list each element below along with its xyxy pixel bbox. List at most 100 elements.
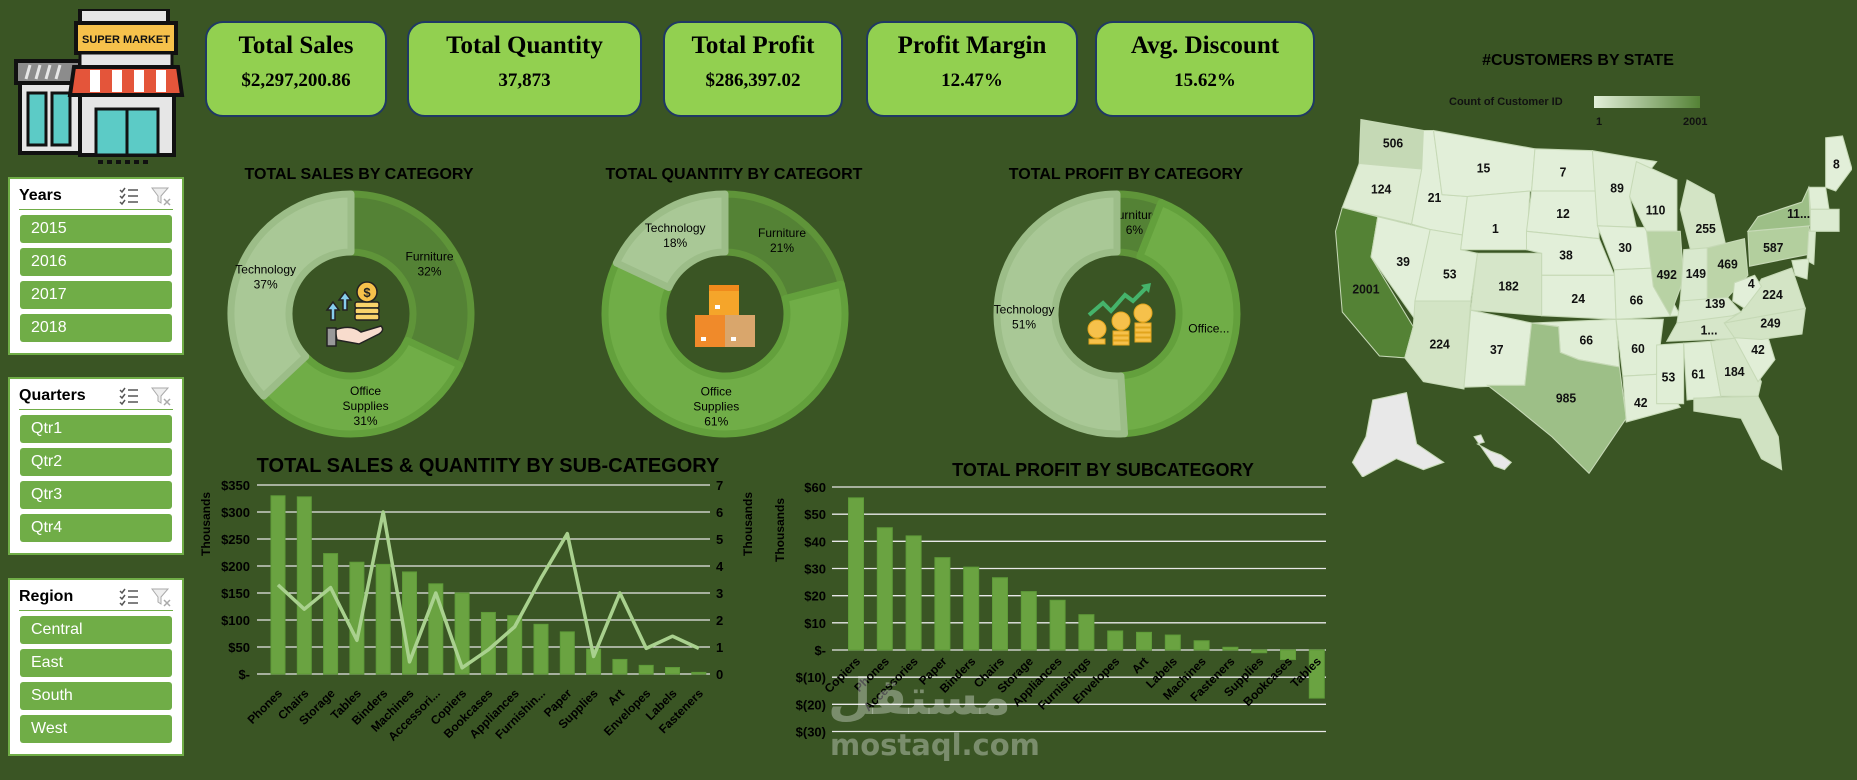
slicer-item-central[interactable]: Central <box>20 616 172 644</box>
bar-paper <box>934 557 951 651</box>
bar-copiers <box>848 497 864 651</box>
x-tick-label: Supplies <box>1221 654 1266 699</box>
donut-profit-by-category: Furniture 6% Office... Technology 51% <box>993 190 1241 438</box>
x-tick-label: Chairs <box>275 686 312 723</box>
slicer-item-qtr2[interactable]: Qtr2 <box>20 448 172 476</box>
state-region[interactable] <box>1351 392 1445 477</box>
bar-binders <box>375 563 391 675</box>
bar-envelopes <box>638 664 654 675</box>
x-tick-label: Fasteners <box>1188 654 1238 704</box>
kpi-value: $2,297,200.86 <box>241 70 351 91</box>
map-legend-max: 2001 <box>1683 116 1708 128</box>
slicer-item-2015[interactable]: 2015 <box>20 215 172 243</box>
donut-slice-furniture <box>721 190 845 303</box>
slicer-item-2017[interactable]: 2017 <box>20 281 172 309</box>
state-region[interactable] <box>1656 342 1685 405</box>
x-tick-label: Phones <box>245 686 286 727</box>
multi-select-icon[interactable] <box>118 186 140 206</box>
y-tick-label: $- <box>238 667 250 682</box>
state-count-label: 53 <box>1662 370 1676 385</box>
state-region[interactable] <box>1693 395 1783 471</box>
y-tick-label: $20 <box>804 589 826 604</box>
state-region[interactable] <box>1808 186 1830 210</box>
multi-select-icon[interactable] <box>118 386 140 406</box>
state-region[interactable] <box>1806 230 1817 266</box>
slicer-region: Region Central East South West <box>8 578 184 756</box>
state-count-label: 149 <box>1686 266 1706 281</box>
state-region[interactable] <box>1486 322 1627 475</box>
y2-tick-label: 0 <box>716 667 723 682</box>
state-region[interactable] <box>1679 179 1727 251</box>
x-tick-label: Copiers <box>428 686 470 728</box>
kpi-title: Avg. Discount <box>1130 32 1280 59</box>
x-tick-label: Fasteners <box>656 686 706 736</box>
x-tick-label: Machines <box>368 686 417 735</box>
state-region[interactable] <box>1473 434 1513 471</box>
state-region[interactable] <box>1746 185 1811 232</box>
chart-title-sales-quantity-by-subcategory: TOTAL SALES & QUANTITY BY SUB-CATEGORY <box>256 455 720 477</box>
kpi-total-sales: Total Sales $2,297,200.86 <box>205 21 387 117</box>
x-tick-label: Furnishings <box>1035 654 1094 713</box>
slicer-quarters: Quarters Qtr1 Qtr2 Qtr3 Qtr4 <box>8 377 184 555</box>
y-tick-label: $40 <box>804 534 826 549</box>
state-region[interactable] <box>1645 230 1685 317</box>
x-tick-label: Paper <box>541 686 575 720</box>
state-region[interactable] <box>1732 274 1763 310</box>
bar-labels <box>1164 634 1181 651</box>
slicer-title: Years <box>19 187 62 204</box>
x-tick-label: Binders <box>349 686 391 728</box>
state-region[interactable] <box>1460 190 1531 251</box>
bar-copiers <box>454 592 470 675</box>
state-region[interactable] <box>1809 208 1840 232</box>
multi-select-icon[interactable] <box>118 587 140 607</box>
x-tick-label: Bookcases <box>441 686 496 741</box>
state-region[interactable] <box>1791 258 1810 280</box>
donut-label: Office Supplies 31% <box>343 384 389 428</box>
x-tick-label: Appliances <box>467 686 522 741</box>
bar-furnishings <box>1078 614 1095 651</box>
slicer-item-qtr1[interactable]: Qtr1 <box>20 415 172 443</box>
slicer-divider <box>19 209 173 210</box>
bar-bookcases <box>480 611 496 675</box>
clear-filter-icon[interactable] <box>150 186 172 206</box>
donut-slice-office-supplies <box>601 259 849 438</box>
donut-label: Office Supplies 61% <box>693 385 739 429</box>
state-region[interactable] <box>1629 160 1678 232</box>
state-region[interactable] <box>1622 373 1682 423</box>
state-count-label: 985 <box>1556 391 1576 406</box>
bar-phones <box>876 527 893 651</box>
x-tick-label: Envelopes <box>1070 654 1123 707</box>
supermarket-logo: SUPER MARKET <box>14 9 185 164</box>
slicer-item-east[interactable]: East <box>20 649 172 677</box>
slicer-item-qtr3[interactable]: Qtr3 <box>20 481 172 509</box>
bar-accessori <box>428 583 444 675</box>
kpi-value: 37,873 <box>498 70 551 91</box>
state-region[interactable] <box>1710 337 1762 397</box>
y-tick-label: $- <box>814 643 826 658</box>
clear-filter-icon[interactable] <box>150 587 172 607</box>
bar-appliances <box>1049 599 1066 651</box>
x-tick-label: Storage <box>296 686 338 728</box>
state-count-label: 53 <box>1443 267 1457 282</box>
kpi-total-quantity: Total Quantity 37,873 <box>407 21 642 117</box>
state-count-label: 42 <box>1751 343 1765 358</box>
state-region[interactable] <box>1404 300 1472 390</box>
state-count-label: 39 <box>1396 255 1410 270</box>
slicer-item-west[interactable]: West <box>20 715 172 743</box>
slicer-item-qtr4[interactable]: Qtr4 <box>20 514 172 542</box>
state-region[interactable] <box>1825 135 1852 192</box>
clear-filter-icon[interactable] <box>150 386 172 406</box>
bar-supplies <box>1251 649 1268 654</box>
donut-label: Technology 51% <box>994 302 1055 331</box>
state-count-label: 15 <box>1477 161 1491 176</box>
y-tick-label: $300 <box>221 505 250 520</box>
logo-sign-text: SUPER MARKET <box>82 34 170 46</box>
slicer-item-2018[interactable]: 2018 <box>20 314 172 342</box>
slicer-item-2016[interactable]: 2016 <box>20 248 172 276</box>
state-count-label: 2001 <box>1352 282 1379 297</box>
bar-bookcases <box>1280 649 1296 661</box>
x-tick-label: Bookcases <box>1240 654 1295 709</box>
svg-text:$: $ <box>363 285 371 300</box>
map-legend-label: Count of Customer ID <box>1449 96 1563 108</box>
slicer-item-south[interactable]: South <box>20 682 172 710</box>
